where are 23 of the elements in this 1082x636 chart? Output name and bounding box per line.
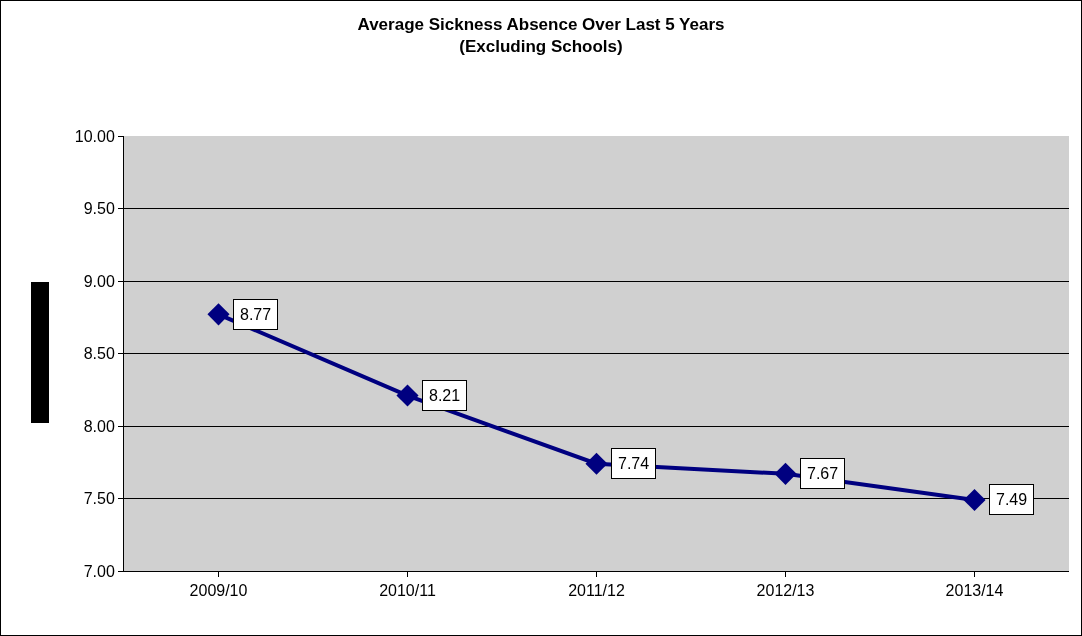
data-label: 7.49 bbox=[996, 491, 1028, 508]
data-label: 7.67 bbox=[807, 465, 839, 482]
data-label: 8.77 bbox=[240, 306, 272, 323]
text: 8.00 bbox=[83, 417, 115, 435]
x-tick-label: 2011/12 bbox=[568, 582, 625, 600]
point bbox=[963, 488, 986, 511]
x-tick-label: 2010/11 bbox=[379, 582, 436, 600]
text: 7.00 bbox=[83, 562, 115, 580]
point bbox=[207, 303, 230, 326]
text: 10.00 bbox=[74, 127, 115, 145]
text: 8.50 bbox=[83, 345, 115, 363]
data-label: 8.21 bbox=[429, 387, 461, 404]
chart-title: Average Sickness Absence Over Last 5 Years (Excluding Schools) bbox=[357, 14, 725, 56]
text: 7.50 bbox=[83, 490, 115, 508]
text: 9.00 bbox=[83, 272, 115, 290]
point bbox=[396, 384, 419, 407]
x-tick-label: 2013/14 bbox=[945, 582, 1004, 600]
point bbox=[774, 462, 797, 485]
x-tick-label: 2009/10 bbox=[189, 582, 248, 600]
data-label: 7.74 bbox=[618, 455, 650, 472]
text: 9.50 bbox=[83, 200, 115, 218]
x-tick-label: 2012/13 bbox=[756, 582, 815, 600]
point bbox=[585, 452, 608, 475]
